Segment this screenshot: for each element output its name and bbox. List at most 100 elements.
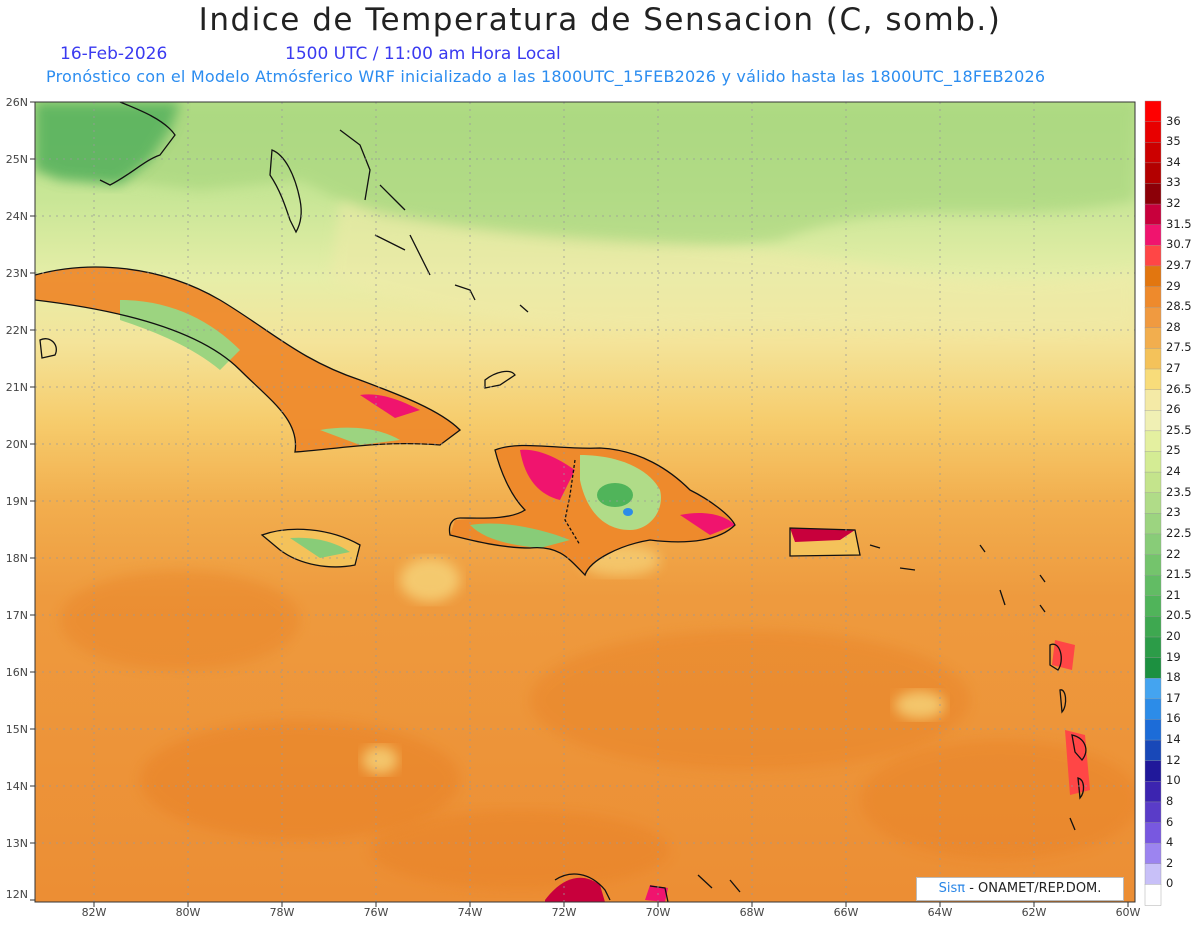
- legend-label: 34: [1166, 154, 1181, 169]
- legend-swatch: [1144, 348, 1162, 370]
- legend-label: 22: [1166, 546, 1181, 561]
- legend-swatch: [1144, 513, 1162, 535]
- legend-swatch: [1144, 554, 1162, 576]
- legend-label: 21.5: [1166, 567, 1192, 582]
- legend-swatch: [1144, 781, 1162, 803]
- legend-swatch: [1144, 616, 1162, 638]
- legend-label: 32: [1166, 196, 1181, 211]
- legend-label: 14: [1166, 732, 1181, 747]
- lat-label: 18N: [5, 552, 28, 565]
- legend-label: 18: [1166, 670, 1181, 685]
- legend-label: 30.7: [1166, 237, 1192, 252]
- legend-swatch: [1144, 245, 1162, 267]
- legend-label: 23: [1166, 505, 1181, 520]
- legend-swatch: [1144, 162, 1162, 185]
- legend-label: 26: [1166, 402, 1181, 417]
- legend-swatch: [1144, 368, 1162, 391]
- lat-label: 25N: [5, 153, 28, 166]
- legend-swatch: [1144, 595, 1162, 618]
- legend-swatch: [1144, 389, 1162, 411]
- lat-label: 15N: [5, 723, 28, 736]
- lat-label: 14N: [5, 780, 28, 793]
- legend-label: 17: [1166, 690, 1181, 705]
- legend-swatch: [1144, 719, 1162, 741]
- graticule: [35, 102, 1135, 902]
- lat-label: 12N: [5, 888, 28, 901]
- legend-swatch: [1144, 492, 1162, 515]
- legend-label: 36: [1166, 113, 1181, 128]
- legend-swatch: [1144, 801, 1162, 824]
- lat-label: 20N: [5, 438, 28, 451]
- legend-swatch: [1144, 822, 1162, 844]
- map-title: Indice de Temperatura de Sensacion (C, s…: [198, 2, 1002, 38]
- legend-label: 24: [1166, 464, 1181, 479]
- legend-swatch: [1144, 533, 1162, 556]
- lon-label: 66W: [833, 906, 859, 919]
- legend-swatch: [1144, 410, 1162, 432]
- lat-label: 24N: [5, 210, 28, 223]
- legend-label: 33: [1166, 175, 1181, 190]
- lat-label: 19N: [5, 495, 28, 508]
- lon-label: 70W: [645, 906, 671, 919]
- legend-swatch: [1144, 657, 1162, 679]
- legend-swatch: [1144, 286, 1162, 308]
- legend-label: 31.5: [1166, 216, 1192, 231]
- lon-label: 78W: [269, 906, 295, 919]
- credit-org: - ONAMET/REP.DOM.: [969, 881, 1102, 896]
- lat-label: 26N: [5, 96, 28, 109]
- legend-label: 25: [1166, 443, 1181, 458]
- legend-swatch: [1144, 203, 1162, 226]
- legend-colorbar: [1144, 100, 1162, 906]
- legend-label: 35: [1166, 134, 1181, 149]
- legend-swatch: [1144, 265, 1162, 288]
- forecast-time: 1500 UTC / 11:00 am Hora Local: [285, 44, 561, 64]
- legend-swatch: [1144, 842, 1162, 865]
- legend-label: 19: [1166, 649, 1181, 664]
- legend-label: 10: [1166, 773, 1181, 788]
- legend-label: 23.5: [1166, 484, 1192, 499]
- legend-swatch: [1144, 884, 1162, 906]
- legend-label: 28: [1166, 319, 1181, 334]
- legend-swatch: [1144, 306, 1162, 329]
- credit-box: Sisπ - ONAMET/REP.DOM.: [916, 877, 1124, 901]
- lat-label: 22N: [5, 324, 28, 337]
- lon-label: 68W: [739, 906, 765, 919]
- lat-label: 23N: [5, 267, 28, 280]
- legend-label: 26.5: [1166, 381, 1192, 396]
- legend-label: 6: [1166, 814, 1174, 829]
- legend-label: 2: [1166, 855, 1174, 870]
- legend-swatch: [1144, 574, 1162, 597]
- legend-label: 16: [1166, 711, 1181, 726]
- credit-sis: Sisπ: [938, 881, 966, 896]
- legend-swatch: [1144, 121, 1162, 143]
- legend-label: 20: [1166, 629, 1181, 643]
- legend-swatch: [1144, 739, 1162, 762]
- legend-label: 12: [1166, 752, 1181, 767]
- lat-label: 17N: [5, 609, 28, 622]
- legend-swatch: [1144, 142, 1162, 164]
- legend-swatch: [1144, 183, 1162, 205]
- map-frame: [34, 101, 1136, 903]
- legend-swatch: [1144, 451, 1162, 473]
- legend-swatch: [1144, 471, 1162, 494]
- lat-label: 21N: [5, 381, 28, 394]
- legend-label: 25.5: [1166, 422, 1192, 437]
- legend-label: 20.5: [1166, 608, 1192, 623]
- legend-swatch: [1144, 760, 1162, 783]
- lon-label: 74W: [457, 906, 483, 919]
- legend-label: 21: [1166, 587, 1181, 602]
- legend-swatch: [1144, 698, 1162, 721]
- legend-label: 28.5: [1166, 299, 1192, 314]
- lat-label: 16N: [5, 666, 28, 679]
- legend-label: 0: [1166, 876, 1174, 891]
- lon-label: 80W: [175, 906, 201, 919]
- map-field: [35, 102, 1135, 902]
- lon-label: 62W: [1021, 906, 1047, 919]
- legend-label: 22.5: [1166, 525, 1192, 540]
- legend-swatch: [1144, 430, 1162, 453]
- legend-swatch: [1144, 863, 1162, 886]
- lon-label: 60W: [1115, 906, 1141, 919]
- legend-swatch: [1144, 100, 1162, 123]
- lon-label: 72W: [551, 906, 577, 919]
